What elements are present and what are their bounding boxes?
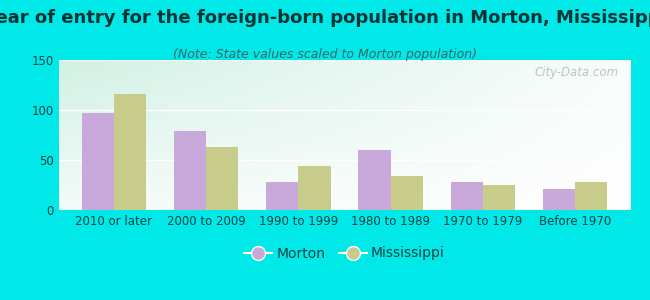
Bar [174, 131, 206, 210]
Text: City-Data.com: City-Data.com [535, 66, 619, 79]
Bar [298, 166, 331, 210]
Bar [81, 113, 114, 210]
Text: (Note: State values scaled to Morton population): (Note: State values scaled to Morton pop… [173, 48, 477, 61]
Bar [391, 176, 423, 210]
Bar [575, 182, 608, 210]
Bar [543, 189, 575, 210]
Bar [266, 182, 298, 210]
Bar [483, 185, 515, 210]
Bar [358, 150, 391, 210]
Bar [114, 94, 146, 210]
Text: Year of entry for the foreign-born population in Morton, Mississippi: Year of entry for the foreign-born popul… [0, 9, 650, 27]
Bar [450, 182, 483, 210]
Bar [206, 147, 239, 210]
Legend: Morton, Mississippi: Morton, Mississippi [239, 241, 450, 266]
